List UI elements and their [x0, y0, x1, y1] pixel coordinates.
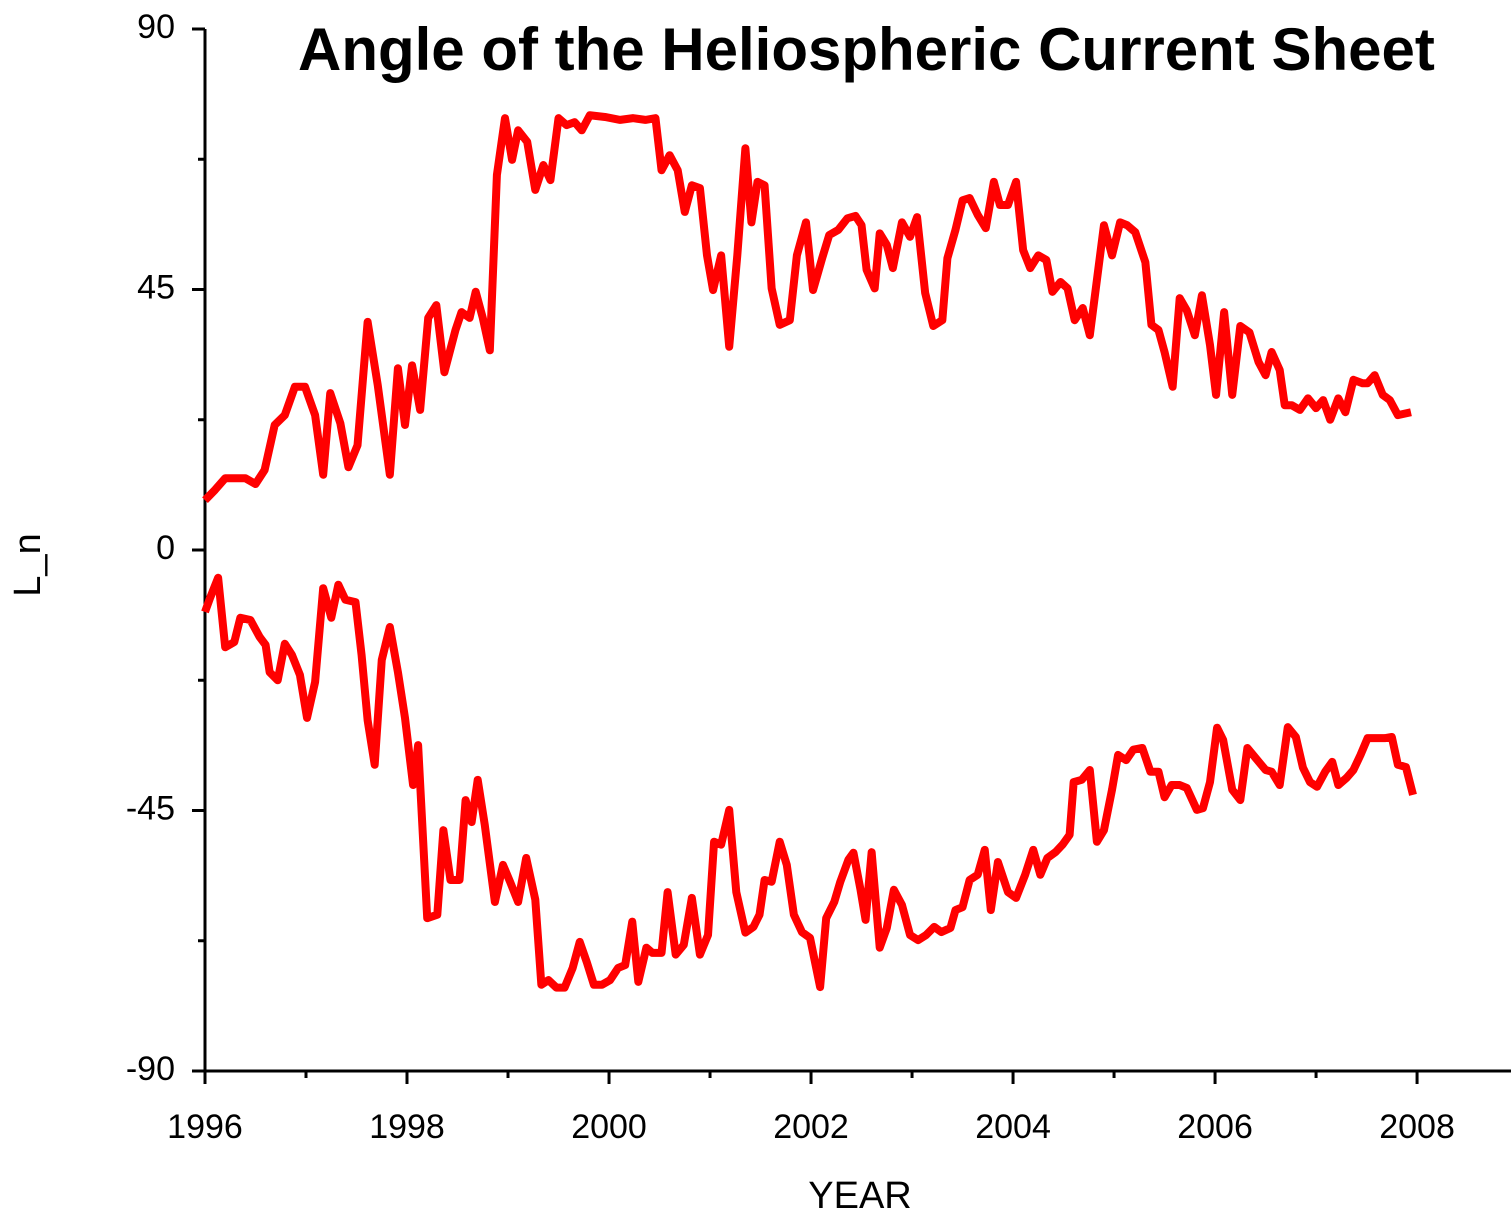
x-tick-label: 2008	[1379, 1108, 1455, 1146]
data-line	[202, 111, 1412, 504]
y-tick-label: 45	[137, 268, 175, 306]
data-line	[201, 573, 1417, 992]
x-axis-label: YEAR	[808, 1175, 911, 1217]
x-tick-label: 2004	[975, 1108, 1051, 1146]
y-tick-label: -45	[126, 789, 175, 827]
y-axis-label: L_n	[7, 533, 49, 596]
x-tick-label: 1996	[167, 1108, 243, 1146]
y-tick-label: -90	[126, 1050, 175, 1088]
chart-title: Angle of the Heliospheric Current Sheet	[298, 16, 1435, 83]
x-tick-label: 2000	[571, 1108, 647, 1146]
x-tick-label: 2002	[773, 1108, 849, 1146]
x-tick-label: 1998	[369, 1108, 445, 1146]
y-tick-label: 90	[137, 8, 175, 46]
x-tick-label: 2006	[1177, 1108, 1253, 1146]
y-tick-label: 0	[156, 529, 175, 567]
